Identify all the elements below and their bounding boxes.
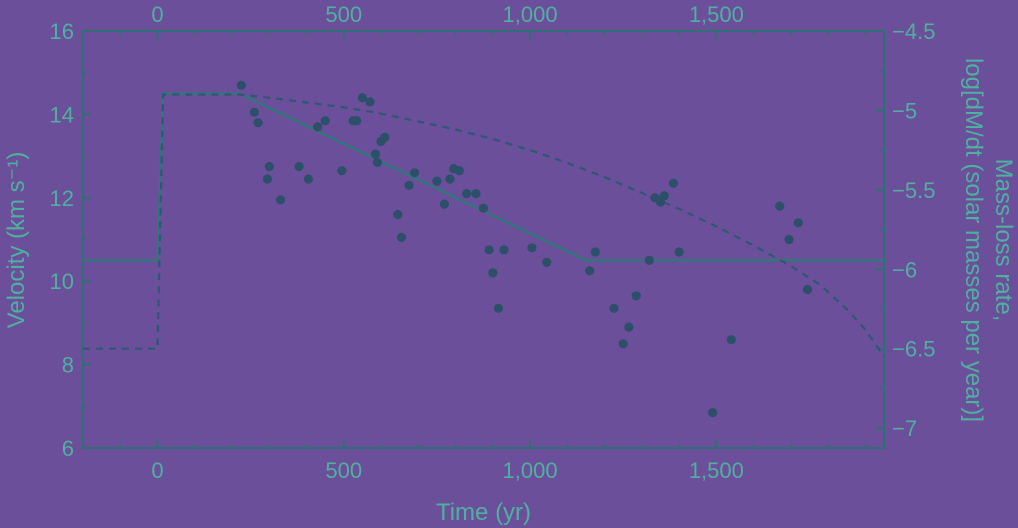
x-tick-label-top: 500	[325, 2, 362, 27]
velocity-data-point	[445, 174, 455, 184]
velocity-data-point	[585, 266, 595, 276]
velocity-data-point	[624, 322, 634, 332]
velocity-data-point	[784, 234, 794, 245]
velocity-data-point	[380, 132, 390, 142]
velocity-data-point	[432, 176, 442, 186]
velocity-data-point	[439, 199, 449, 209]
velocity-data-point	[249, 107, 259, 117]
velocity-data-point	[352, 116, 362, 126]
y-tick-label-right: −7	[892, 416, 917, 441]
velocity-data-point	[590, 247, 600, 257]
velocity-data-point	[264, 161, 274, 172]
velocity-data-point	[262, 174, 272, 184]
y-tick-label-left: 6	[62, 436, 74, 461]
y-tick-label-right: −6.5	[892, 337, 935, 362]
velocity-data-point	[493, 303, 503, 313]
velocity-data-point	[313, 122, 323, 132]
y-tick-label-left: 10	[50, 269, 74, 294]
y-tick-label-right: −6	[892, 257, 917, 282]
y-axis-label-left: Velocity (km s⁻¹)	[3, 152, 30, 329]
x-tick-label-bottom: 1,500	[689, 458, 744, 483]
velocity-data-point	[644, 255, 654, 265]
y-axis-label-right-line2: log[dM/dt (solar masses per year)]	[960, 58, 987, 422]
y-tick-label-left: 8	[62, 353, 74, 378]
y-tick-label-left: 12	[50, 186, 74, 211]
velocity-data-point	[236, 80, 246, 90]
velocity-data-point	[471, 189, 481, 199]
velocity-data-point	[726, 335, 736, 345]
velocity-data-point	[484, 245, 494, 255]
velocity-data-point	[542, 257, 552, 267]
y-tick-label-left: 14	[50, 102, 74, 127]
velocity-data-point	[303, 174, 313, 184]
velocity-data-point	[337, 166, 347, 176]
mass-loss-rate-dashed-line	[83, 93, 885, 358]
velocity-data-point	[372, 157, 382, 167]
velocity-data-point	[365, 97, 375, 107]
velocity-data-point	[793, 218, 803, 228]
velocity-data-point	[708, 408, 718, 418]
velocity-data-point	[674, 247, 684, 257]
velocity-data-point	[454, 166, 464, 176]
x-tick-label-bottom: 1,000	[503, 458, 558, 483]
x-tick-label-top: 0	[151, 2, 163, 27]
x-axis-label: Time (yr)	[436, 499, 531, 526]
y-tick-label-right: −4.5	[892, 19, 935, 44]
velocity-data-point	[775, 201, 785, 211]
velocity-data-point	[527, 243, 537, 253]
x-tick-label-bottom: 0	[151, 458, 163, 483]
velocity-data-point	[253, 118, 263, 128]
velocity-data-point	[668, 178, 679, 188]
velocity-data-point	[275, 195, 286, 205]
y-tick-label-right: −5.5	[892, 178, 935, 203]
velocity-data-point	[488, 268, 498, 278]
velocity-data-point	[410, 168, 420, 178]
velocity-data-point	[609, 303, 619, 313]
velocity-data-point	[478, 203, 489, 213]
velocity-model-solid-line	[83, 92, 884, 262]
velocity-data-point	[659, 191, 669, 201]
velocity-data-point	[396, 232, 407, 242]
velocity-data-point	[393, 209, 403, 220]
velocity-data-point	[404, 180, 414, 190]
velocity-data-point	[803, 284, 813, 295]
velocity-data-point	[294, 161, 304, 172]
velocity-data-point	[320, 116, 330, 126]
velocity-data-point	[370, 149, 381, 159]
y-axis-label-right-line1: Mass-loss rate,	[990, 159, 1017, 322]
x-tick-label-top: 1,500	[689, 2, 744, 27]
x-tick-label-top: 1,000	[503, 2, 558, 27]
y-tick-label-left: 16	[50, 19, 74, 44]
velocity-data-point	[499, 245, 509, 255]
velocity-data-point	[618, 339, 628, 349]
velocity-data-point	[357, 93, 367, 103]
velocity-data-point	[462, 189, 472, 199]
velocity-data-point	[631, 291, 641, 301]
x-tick-label-bottom: 500	[325, 458, 362, 483]
y-tick-label-right: −5	[892, 98, 917, 123]
